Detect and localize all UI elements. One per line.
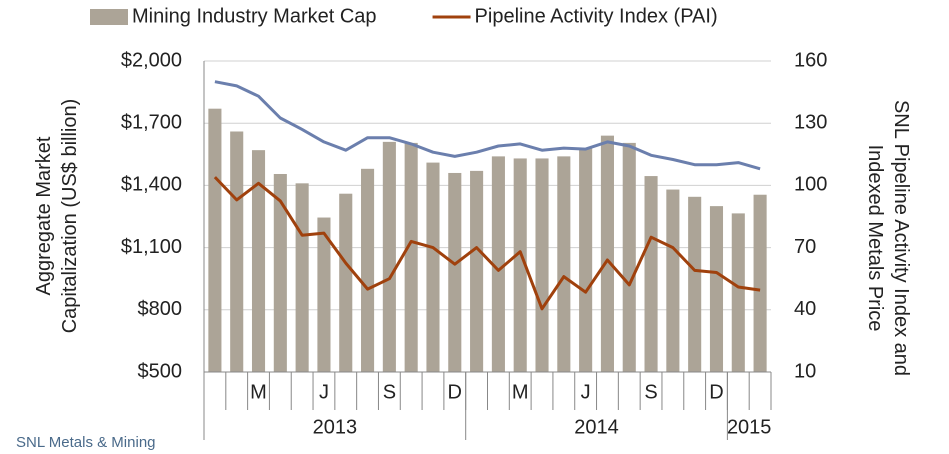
legend-label: Pipeline Activity Index (PAI): [475, 5, 718, 27]
bar: [273, 173, 287, 372]
bar: [404, 142, 418, 372]
bar: [470, 170, 484, 372]
y-tick-label: $1,700: [121, 111, 182, 133]
bar: [731, 213, 745, 372]
bar: [535, 158, 549, 372]
bar: [339, 193, 353, 372]
bar: [579, 148, 593, 372]
y-axis-title-line: Aggregate Market: [33, 136, 55, 295]
group-label: 2015: [727, 416, 772, 438]
bar: [622, 142, 636, 372]
y2-axis-title-line: SNL Pipeline Activity Index and: [890, 100, 912, 376]
x-tick-label: S: [644, 381, 657, 403]
y-axis-title: Aggregate Market Capitalization (US$ bill…: [33, 99, 81, 334]
x-tick-label: D: [448, 381, 462, 403]
y2-axis-title: SNL Pipeline Activity Index andIndexed M…: [864, 100, 912, 376]
bar: [688, 196, 702, 372]
x-tick-label: J: [319, 381, 329, 403]
bar: [666, 189, 680, 372]
y2-tick-label: 100: [794, 174, 827, 196]
y-axis-title-line: Capitalization (US$ billion): [59, 99, 81, 334]
bar: [251, 150, 266, 372]
bar: [753, 194, 767, 372]
y2-tick-label: 10: [794, 360, 816, 382]
bar: [448, 172, 462, 372]
bar: [600, 135, 614, 372]
y2-axis-title-line: Indexed Metals Price: [864, 145, 886, 332]
bar: [426, 162, 440, 372]
x-tick-label: M: [250, 381, 267, 403]
x-tick-label: S: [383, 381, 396, 403]
legend-swatch: [90, 9, 128, 25]
y2-tick-label: 70: [794, 236, 816, 258]
bar: [644, 176, 658, 372]
y2-tick-label: 130: [794, 111, 827, 133]
y-tick-label: $1,400: [121, 174, 182, 196]
bar: [295, 183, 309, 372]
line-series: [214, 80, 761, 171]
bar: [382, 141, 396, 372]
bar: [709, 206, 724, 372]
line-series: [213, 176, 761, 311]
x-tick-label: J: [581, 381, 591, 403]
y2-tick-label: 160: [794, 49, 827, 71]
bar: [491, 156, 505, 372]
x-tick-label: D: [709, 381, 723, 403]
group-label: 2013: [313, 416, 358, 438]
bar: [230, 131, 244, 372]
y-tick-label: $800: [138, 298, 183, 320]
legend-label: Mining Industry Market Cap: [132, 5, 377, 27]
bar: [513, 158, 527, 372]
y-tick-label: $1,100: [121, 236, 182, 258]
y2-tick-label: 40: [794, 298, 816, 320]
y-tick-label: $2,000: [121, 49, 182, 71]
x-tick-label: M: [512, 381, 529, 403]
bar: [317, 217, 331, 372]
group-label: 2014: [574, 416, 619, 438]
bar: [361, 168, 375, 372]
bar: [557, 156, 571, 372]
y-tick-label: $500: [138, 360, 183, 382]
bar: [208, 108, 222, 372]
logo: SNL Metals & Mining: [16, 434, 156, 451]
